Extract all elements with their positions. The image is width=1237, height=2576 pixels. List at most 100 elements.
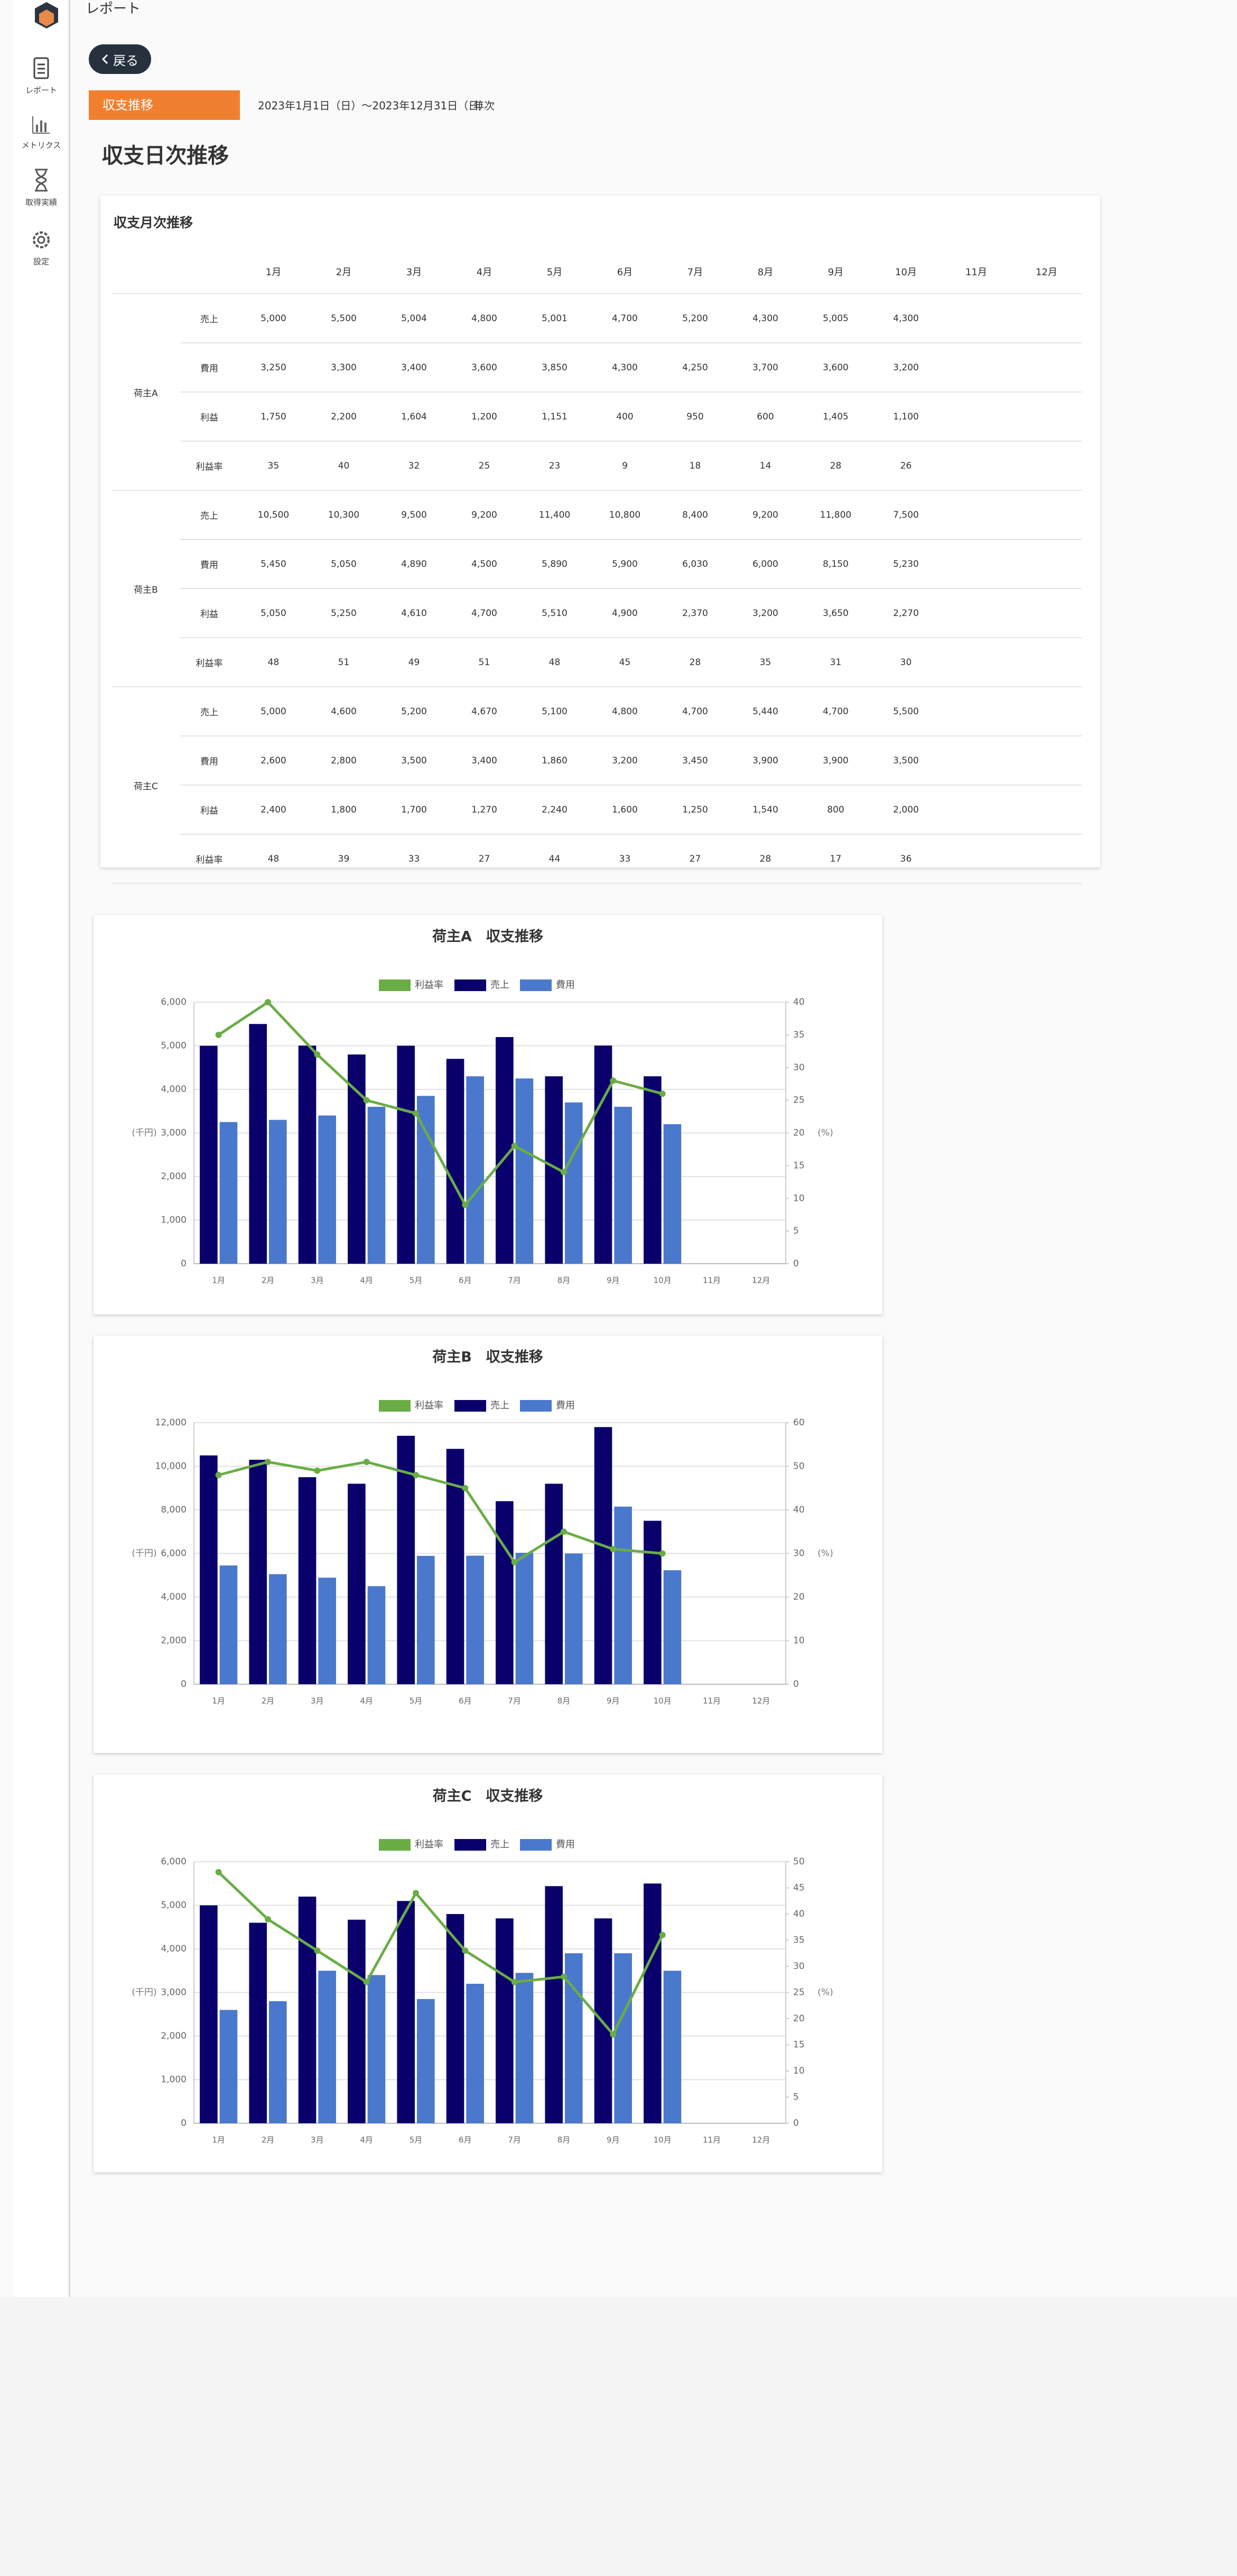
cell: 4,890 (379, 539, 449, 589)
bar (200, 1905, 218, 2123)
bar (348, 1483, 366, 1684)
cell: 27 (449, 834, 519, 884)
line-point (610, 1546, 617, 1553)
table-row: 費用 2,600 2,800 3,500 3,400 1,860 3,200 3,450 3,9… (111, 736, 1082, 786)
y-tick-label: 1,000 (161, 1215, 187, 1226)
row-label: 費用 (180, 343, 238, 393)
cell: 5,440 (730, 687, 801, 736)
back-button[interactable]: 戻る (89, 44, 151, 74)
chart-card: 荷主A 収支推移 (千円) (%) 0 1,000 2,000 3,000 4,000 5,00… (94, 915, 882, 1314)
y-tick-label: 2,000 (161, 1171, 187, 1182)
legend-label: 利益率 (415, 979, 443, 991)
cell: 10,800 (590, 490, 660, 540)
period: 2023年1月1日（日）〜2023年12月31日（日） (258, 99, 490, 112)
column-header: 1月 (238, 250, 309, 294)
cell: 3,450 (660, 736, 730, 786)
cell: 950 (660, 392, 730, 442)
table-row: 荷主C 売上 5,000 4,600 5,200 4,670 5,100 4,800 4,700… (111, 687, 1082, 884)
cell: 3,600 (801, 343, 871, 393)
nav-acquisition[interactable]: 取得実績 (14, 168, 69, 208)
cell: 3,200 (590, 736, 660, 786)
empty-cell (1011, 490, 1082, 540)
header-cell (180, 250, 238, 294)
empty-cell (1011, 834, 1082, 884)
line-point (363, 1097, 370, 1104)
row-label: 利益 (180, 392, 238, 442)
cell: 51 (309, 638, 379, 687)
legend-label: 費用 (556, 979, 575, 991)
cell: 1,800 (309, 785, 379, 835)
cell: 28 (730, 834, 801, 884)
x-tick-label: 7月 (508, 1276, 521, 1285)
line-point (610, 1077, 617, 1084)
cell: 3,500 (379, 736, 449, 786)
period-type[interactable]: 年次 (473, 99, 495, 112)
empty-cell (941, 687, 1011, 736)
y-tick-label: 2,000 (161, 1636, 187, 1646)
x-tick-label: 11月 (703, 1276, 721, 1285)
bar (200, 1455, 218, 1684)
legend-swatch (379, 1839, 411, 1851)
line-point (462, 1947, 469, 1954)
nav-report[interactable]: レポート (14, 57, 69, 96)
cell: 5,100 (519, 687, 590, 736)
x-tick-label: 2月 (262, 1276, 275, 1285)
group-label: 荷主B (111, 490, 180, 687)
empty-cell (1011, 687, 1082, 736)
nav-metrics[interactable]: メトリクス (14, 114, 69, 151)
empty-cell (1011, 736, 1082, 786)
line-point (511, 1143, 518, 1150)
cell: 5,200 (379, 687, 449, 736)
cell: 1,700 (379, 785, 449, 835)
gear-icon (33, 231, 50, 248)
cell: 4,300 (730, 294, 801, 343)
x-tick-label: 8月 (557, 1696, 571, 1706)
cell: 4,800 (449, 294, 519, 343)
table-row: 利益率 35 40 32 25 23 9 18 14 28 26 (111, 441, 1082, 491)
nav-label: メトリクス (21, 141, 61, 150)
cell: 4,610 (379, 589, 449, 638)
cell: 4,250 (660, 343, 730, 393)
y-tick-label: 4,000 (161, 1592, 187, 1602)
cell: 2,200 (309, 392, 379, 442)
column-header: 11月 (941, 250, 1011, 294)
bar (663, 1570, 682, 1684)
bar (219, 2010, 238, 2123)
cell: 3,700 (730, 343, 801, 393)
x-tick-label: 12月 (752, 1696, 770, 1706)
cell: 3,250 (238, 343, 309, 393)
line-point (215, 1869, 222, 1875)
cell: 5,230 (871, 539, 941, 589)
cell: 17 (801, 834, 871, 884)
column-header: 12月 (1011, 250, 1082, 294)
row-label: 費用 (180, 539, 238, 589)
cell: 4,900 (590, 589, 660, 638)
bar (565, 1553, 583, 1684)
nav-label: 取得実績 (25, 198, 57, 207)
bar (200, 1046, 218, 1264)
cell: 5,450 (238, 539, 309, 589)
bar (298, 1477, 317, 1684)
nav-settings[interactable]: 設定 (14, 228, 69, 267)
row-label: 利益率 (180, 441, 238, 491)
line-point (462, 1485, 469, 1491)
table-body: 荷主A 売上 5,000 5,500 5,004 4,800 5,001 4,700 5,200… (111, 294, 1082, 884)
table-header: 1月 2月 3月 4月 5月 6月 7月 8月 9月 10月 11月 12月 (111, 250, 1082, 294)
empty-cell (1011, 539, 1082, 589)
cell: 32 (379, 441, 449, 491)
cell: 3,850 (519, 343, 590, 393)
cell: 40 (309, 441, 379, 491)
cell: 5,005 (801, 294, 871, 343)
cell: 4,670 (449, 687, 519, 736)
bar (466, 1984, 484, 2123)
tab[interactable]: 収支推移 (89, 90, 240, 120)
y-tick-label: 6,000 (161, 997, 187, 1007)
cell: 1,250 (660, 785, 730, 835)
bar (417, 1999, 435, 2123)
y2-tick-label: 40 (793, 1505, 805, 1515)
line-point (413, 1890, 419, 1897)
cell: 1,600 (590, 785, 660, 835)
line-point (561, 1169, 567, 1175)
x-tick-label: 7月 (508, 2135, 521, 2145)
cell: 44 (519, 834, 590, 884)
